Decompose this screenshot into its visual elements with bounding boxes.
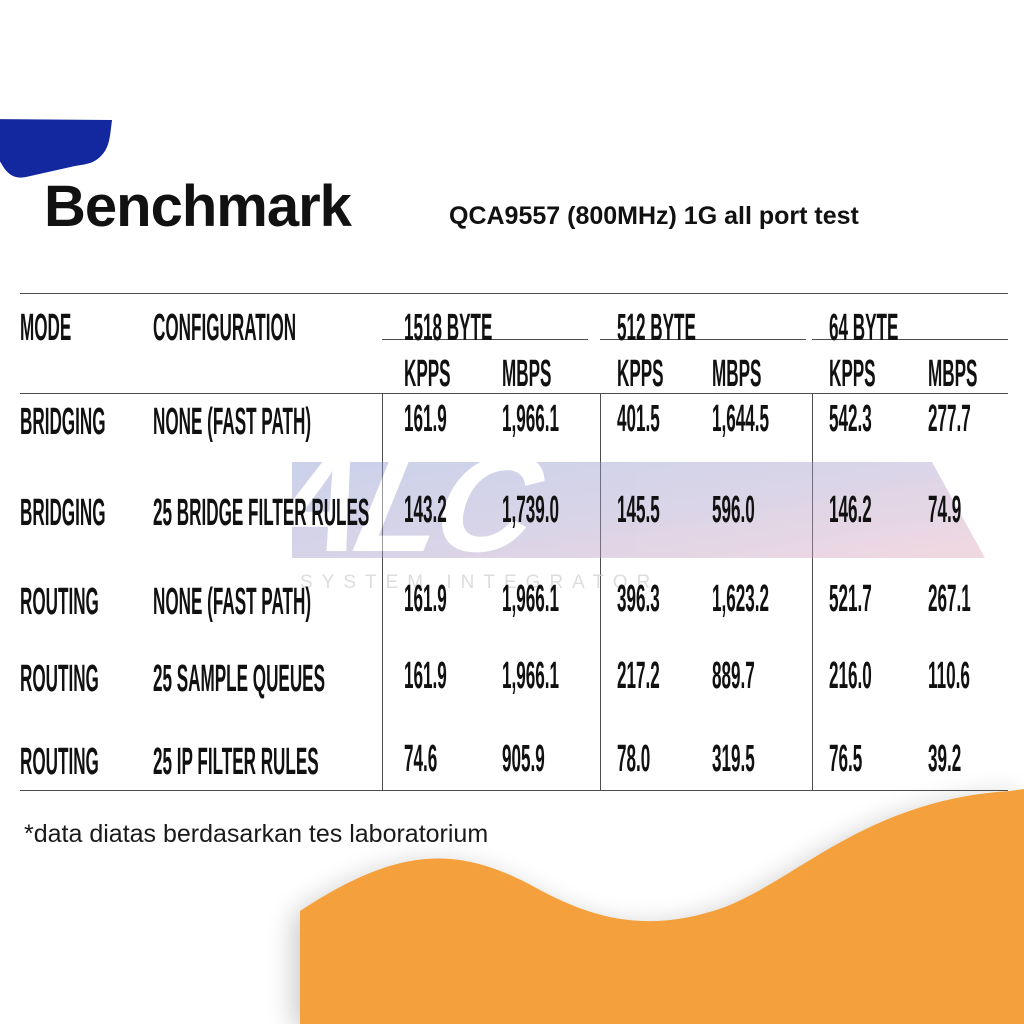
- svg-text:SYSTEM INTEGRATOR: SYSTEM INTEGRATOR: [300, 572, 659, 593]
